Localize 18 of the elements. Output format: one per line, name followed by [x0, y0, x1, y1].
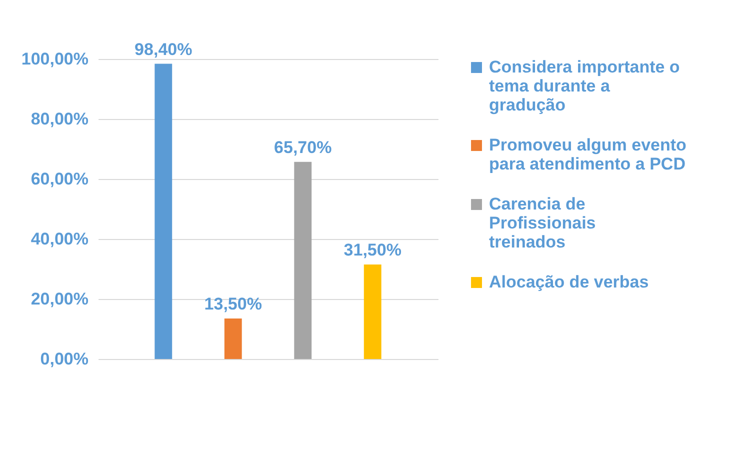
data-label: 65,70%	[274, 138, 332, 157]
bar	[364, 264, 382, 359]
legend-label: Considera importante o tema durante a gradução	[489, 58, 680, 114]
data-label: 13,50%	[204, 294, 262, 314]
bar	[294, 162, 312, 359]
bar	[154, 64, 172, 359]
legend-label: Alocação de verbas	[489, 272, 649, 292]
legend-label: Promoveu algum evento para atendimento a PCD	[489, 136, 686, 174]
y-tick-label: 60,00%	[30, 170, 88, 188]
y-tick-label: 40,00%	[30, 230, 88, 248]
data-label: 31,50%	[344, 240, 402, 260]
y-tick-label: 0,00%	[40, 350, 88, 368]
legend-label: Carencia de Profissionais treinados	[489, 194, 596, 252]
data-label: 98,40%	[134, 40, 192, 59]
bar	[224, 318, 242, 359]
y-tick-label: 80,00%	[30, 110, 88, 128]
y-tick-label: 100,00%	[21, 50, 88, 68]
y-tick-label: 20,00%	[30, 290, 88, 308]
